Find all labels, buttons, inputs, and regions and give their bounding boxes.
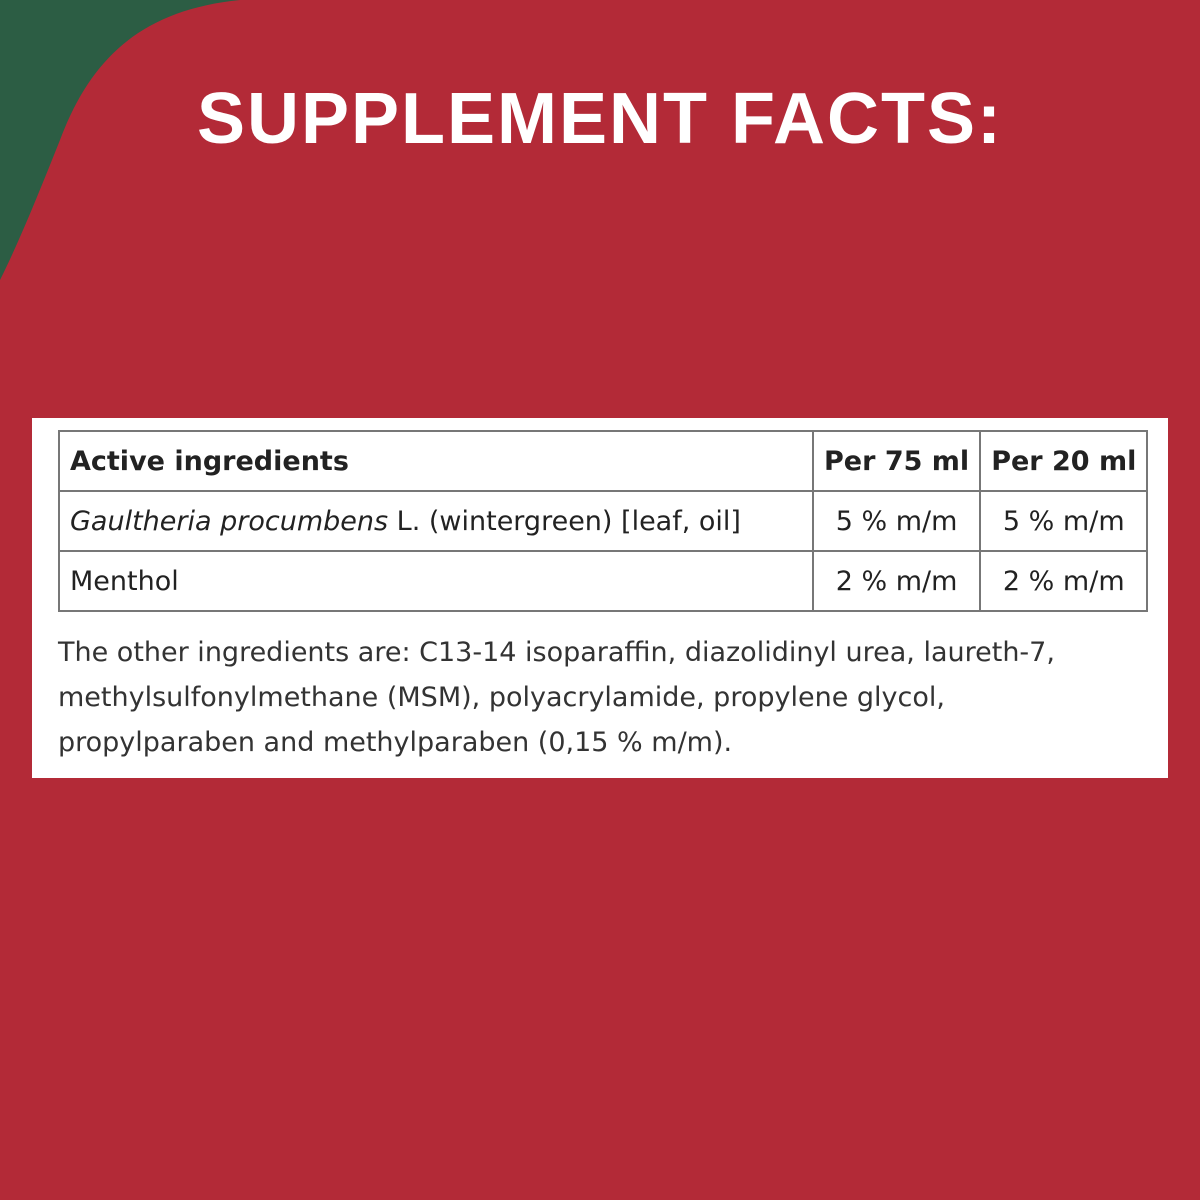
column-header: Active ingredients bbox=[58, 430, 814, 492]
title: SUPPLEMENT FACTS: bbox=[196, 79, 1004, 159]
facts-panel: Active ingredients Per 75 ml Per 20 ml Gaul… bbox=[32, 418, 1168, 778]
header-row: Active ingredients Per 75 ml Per 20 ml bbox=[58, 430, 1149, 492]
cell: 2 % m/m bbox=[811, 550, 982, 612]
column-header: Per 75 ml bbox=[811, 430, 982, 492]
note-line: The other ingredients are: C13-14 isopar… bbox=[58, 637, 1055, 668]
cell: 5 % m/m bbox=[979, 490, 1149, 552]
table-row: Gaultheria procumbens L. (wintergreen) [… bbox=[58, 490, 1149, 552]
cell: 2 % m/m bbox=[979, 550, 1149, 612]
cell: Gaultheria procumbens L. (wintergreen) [… bbox=[58, 490, 814, 552]
other-ingredients: The other ingredients are: C13-14 isopar… bbox=[58, 630, 1055, 765]
note-line: methylsulfonylmethane (MSM), polyacrylam… bbox=[58, 682, 945, 713]
cell-text: L. (wintergreen) [leaf, oil] bbox=[396, 505, 741, 537]
cell: 5 % m/m bbox=[811, 490, 982, 552]
corner-shape bbox=[0, 0, 240, 280]
table-row: Menthol 2 % m/m 2 % m/m bbox=[58, 550, 1149, 612]
ingredients-table: Active ingredients Per 75 ml Per 20 ml Gaul… bbox=[58, 430, 1149, 612]
cell: Menthol bbox=[58, 550, 814, 612]
cell-italic: Gaultheria procumbens bbox=[70, 505, 389, 537]
note-line: propylparaben and methylparaben (0,15 % … bbox=[58, 727, 733, 758]
column-header: Per 20 ml bbox=[979, 430, 1149, 492]
